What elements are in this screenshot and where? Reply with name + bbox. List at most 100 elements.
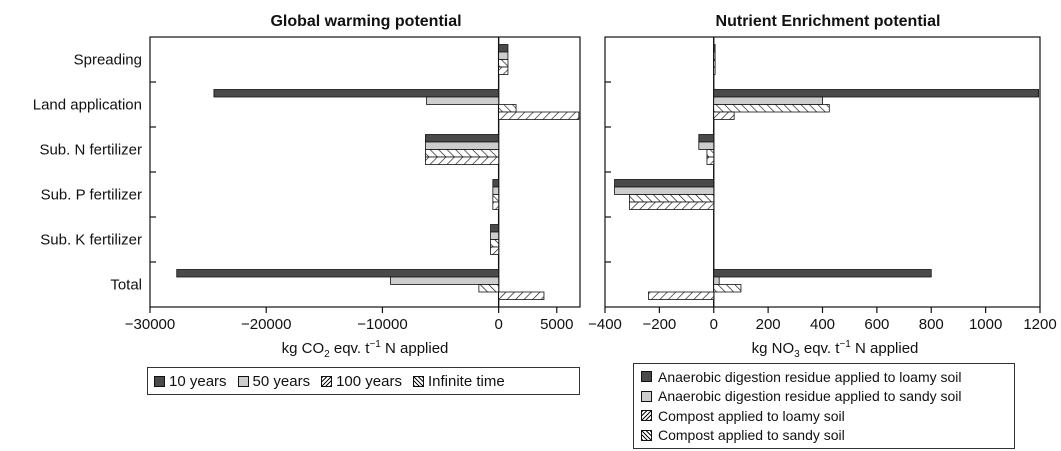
gwp-category-label: Sub. K fertilizer xyxy=(40,232,142,249)
nep-bar xyxy=(629,194,715,203)
gwp-legend: 10 years 50 years 100 years Infinite tim… xyxy=(147,367,580,395)
nep-x-tick-label: 0 xyxy=(710,316,718,333)
light-swatch-icon xyxy=(237,375,249,387)
gwp-x-tick-label: 0 xyxy=(494,316,502,333)
nep-plot-frame xyxy=(604,36,1041,308)
gwp-bar xyxy=(492,194,500,203)
gwp-bar xyxy=(492,186,500,195)
gwp-chart: Global warming potential −30000 −20000 −10… xyxy=(33,13,581,360)
gwp-category-label: Land application xyxy=(33,97,142,114)
gwp-bar xyxy=(498,104,517,113)
nep-bar xyxy=(713,44,716,53)
gwp-bar xyxy=(425,149,500,158)
gwp-bar xyxy=(498,291,545,300)
gwp-x-tick-label: −20000 xyxy=(241,316,291,333)
nep-bar xyxy=(614,179,715,188)
nep-bar xyxy=(713,96,823,105)
nep-title: Nutrient Enrichment potential xyxy=(716,13,941,30)
gwp-x-tick-label: 5000 xyxy=(540,316,573,333)
nep-bar xyxy=(706,149,715,158)
nep-bar xyxy=(648,291,715,300)
hatch-forward-swatch-icon xyxy=(412,375,424,387)
gwp-bar xyxy=(176,269,500,278)
legend-label: 10 years xyxy=(169,372,227,390)
nep-x-tick-label: 400 xyxy=(810,316,835,333)
legend-label: 100 years xyxy=(336,372,402,390)
nep-bar xyxy=(713,111,735,120)
gwp-bar xyxy=(425,141,500,150)
gwp-bar xyxy=(490,239,500,248)
gwp-category-label: Spreading xyxy=(74,52,142,69)
nep-bar xyxy=(713,284,742,293)
gwp-bar xyxy=(490,231,500,240)
gwp-bar xyxy=(425,156,500,165)
nep-bar xyxy=(614,186,715,195)
gwp-bar xyxy=(426,96,500,105)
nep-x-tick-label: 1000 xyxy=(969,316,1002,333)
gwp-bar xyxy=(498,44,509,53)
gwp-bar xyxy=(425,134,500,143)
nep-bar xyxy=(629,201,715,210)
nep-bar xyxy=(698,141,715,150)
gwp-x-tick-label: −30000 xyxy=(125,316,175,333)
gwp-bar xyxy=(498,66,509,75)
gwp-bar xyxy=(498,51,509,60)
gwp-bar xyxy=(478,284,500,293)
gwp-bar xyxy=(490,224,500,233)
nep-legend: Anaerobic digestion residue applied to l… xyxy=(633,363,1015,449)
gwp-bar xyxy=(492,179,500,188)
nep-bar xyxy=(713,59,716,68)
legend-label: Anaerobic digestion residue applied to s… xyxy=(658,388,962,405)
nep-x-tick-label: 200 xyxy=(756,316,781,333)
legend-label: 50 years xyxy=(252,372,311,390)
gwp-x-tick-label: −10000 xyxy=(357,316,407,333)
hatch-back-swatch-icon xyxy=(641,410,652,422)
legend-label: Anaerobic digestion residue applied to l… xyxy=(658,368,962,385)
nep-bar xyxy=(713,51,716,60)
nep-bar xyxy=(713,269,932,278)
nep-bar xyxy=(713,276,720,285)
nep-legend-item-ad-loamy: Anaerobic digestion residue applied to l… xyxy=(641,369,1007,385)
legend-label: Compost applied to sandy soil xyxy=(658,427,845,444)
hatch-forward-swatch-icon xyxy=(641,429,652,441)
nep-chart: Nutrient Enrichment potential −400 −200 0 2… xyxy=(588,13,1057,360)
gwp-legend-item-50-years: 50 years xyxy=(237,372,311,390)
nep-bar xyxy=(713,104,830,113)
gwp-category-label: Sub. N fertilizer xyxy=(39,142,142,159)
nep-x-tick-label: −400 xyxy=(588,316,622,333)
gwp-category-label: Sub. P fertilizer xyxy=(41,187,142,204)
nep-legend-item-compost-sandy: Compost applied to sandy soil xyxy=(641,427,1007,443)
nep-ticks: −400 −200 0 200 400 600 800 1000 1200 xyxy=(588,37,1057,333)
gwp-plot-frame xyxy=(149,36,581,308)
legend-label: Compost applied to loamy soil xyxy=(658,407,845,424)
gwp-category-label: Total xyxy=(110,277,142,294)
gwp-category-labels: Spreading Land application Sub. N fertiliz… xyxy=(33,52,142,294)
gwp-title: Global warming potential xyxy=(270,13,461,30)
nep-x-axis-label: kg NO3 eqv. t−1 N applied xyxy=(752,339,919,360)
nep-bar xyxy=(713,66,716,75)
nep-bars xyxy=(614,44,1040,300)
gwp-bars xyxy=(176,44,580,300)
dark-swatch-icon xyxy=(641,371,652,383)
nep-legend-item-compost-loamy: Compost applied to loamy soil xyxy=(641,408,1007,424)
gwp-bar xyxy=(492,201,500,210)
gwp-ticks: −30000 −20000 −10000 0 5000 xyxy=(125,37,573,333)
nep-x-tick-label: 1200 xyxy=(1023,316,1056,333)
nep-x-tick-label: −200 xyxy=(642,316,676,333)
gwp-bar xyxy=(498,59,509,68)
gwp-x-axis-label: kg CO2 eqv. t−1 N applied xyxy=(282,339,449,360)
gwp-bar xyxy=(498,111,580,120)
gwp-legend-item-10-years: 10 years xyxy=(154,373,227,390)
gwp-legend-item-100-years: 100 years xyxy=(321,373,402,390)
nep-bar xyxy=(706,156,715,165)
nep-x-tick-label: 600 xyxy=(864,316,889,333)
gwp-bar xyxy=(490,246,500,255)
legend-label: Infinite time xyxy=(427,372,505,390)
nep-bar xyxy=(698,134,715,143)
nep-bar xyxy=(713,89,1040,98)
nep-x-tick-label: 800 xyxy=(919,316,944,333)
dark-swatch-icon xyxy=(154,375,165,387)
gwp-bar xyxy=(390,276,500,285)
gwp-bar xyxy=(213,89,500,98)
